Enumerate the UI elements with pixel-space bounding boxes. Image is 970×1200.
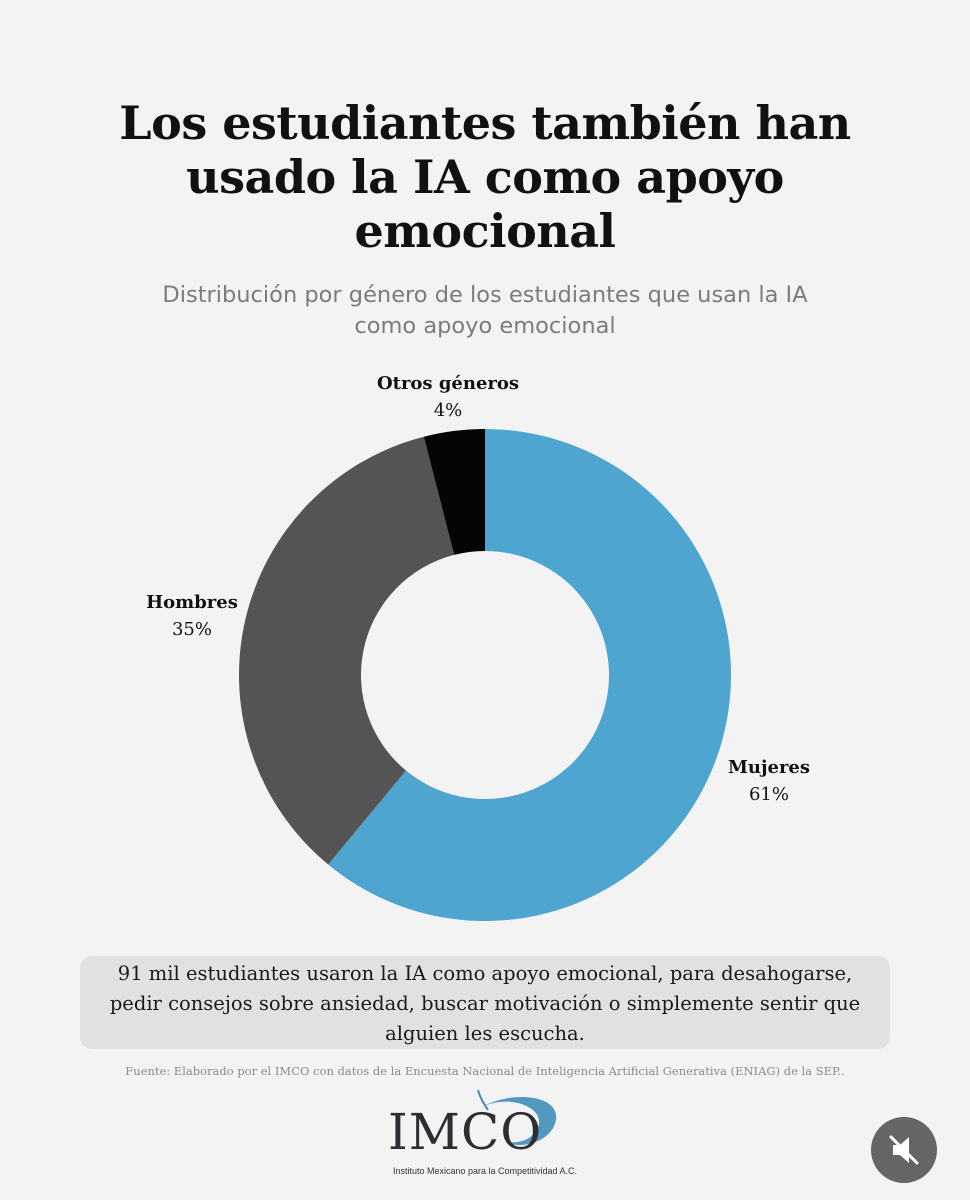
summary-note: 91 mil estudiantes usaron la IA como apo… xyxy=(80,956,890,1049)
speaker-muted-icon xyxy=(889,1135,919,1165)
label-mujeres: Mujeres 61% xyxy=(679,754,859,808)
slice-mujeres xyxy=(328,429,731,921)
slice-otros-g-neros xyxy=(423,429,485,555)
label-hombres-name: Hombres xyxy=(146,592,238,613)
label-otros: Otros géneros 4% xyxy=(358,370,538,424)
logo-subtitle: Instituto Mexicano para la Competitivida… xyxy=(392,1166,578,1176)
mute-button[interactable] xyxy=(871,1117,937,1183)
logo-swoosh-icon xyxy=(477,1090,557,1146)
chart-subtitle: Distribución por género de los estudiant… xyxy=(162,282,808,339)
label-hombres-value: 35% xyxy=(171,619,212,640)
label-mujeres-value: 61% xyxy=(748,784,789,805)
slice-hombres xyxy=(239,436,455,865)
donut-chart xyxy=(239,429,731,921)
page-title: Los estudiantes también han usado la IA … xyxy=(119,96,851,258)
label-otros-name: Otros géneros xyxy=(376,373,520,394)
label-mujeres-name: Mujeres xyxy=(727,757,811,778)
source-note: Fuente: Elaborado por el IMCO con datos … xyxy=(125,1064,845,1078)
label-otros-value: 4% xyxy=(433,400,463,421)
logo-wordmark: IMCO xyxy=(388,1103,543,1161)
label-hombres: Hombres 35% xyxy=(102,589,282,643)
imco-logo: IMCO Instituto Mexicano para la Competit… xyxy=(360,1090,610,1182)
